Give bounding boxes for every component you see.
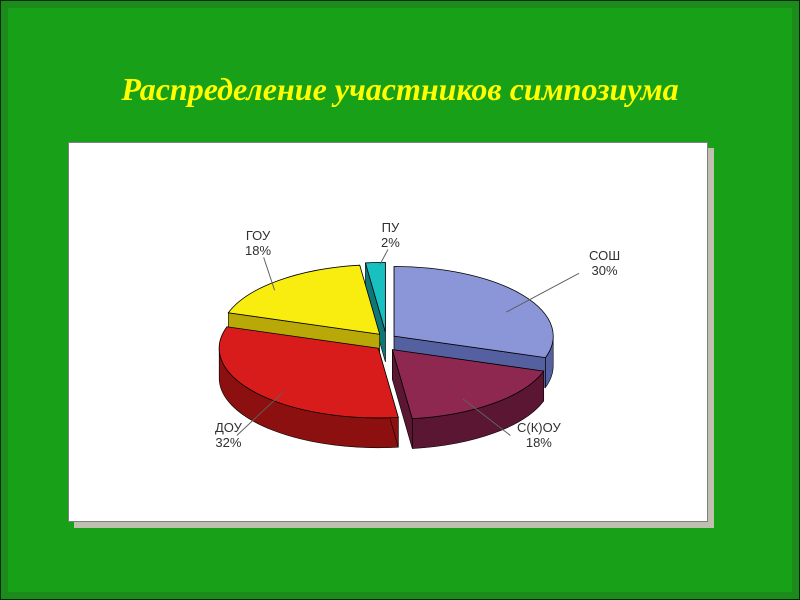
pie-label-gou: ГОУ18% [245,229,271,259]
pie-label-value: 32% [215,435,241,450]
slide: Распределение участников симпозиума по т… [0,0,800,600]
pie-label-sosh: СОШ30% [589,249,620,279]
pie-label-value: 2% [381,235,400,250]
pie-label-name: С(К)ОУ [517,420,561,435]
title-line-1: Распределение участников симпозиума [121,71,678,107]
pie-label-pu: ПУ2% [381,221,400,251]
pie-chart [69,143,707,521]
pie-label-dou: ДОУ32% [215,421,242,451]
pie-label-value: 18% [245,243,271,258]
pie-label-skou: С(К)ОУ18% [517,421,561,451]
pie-label-name: ГОУ [246,228,270,243]
pie-label-name: ДОУ [215,420,242,435]
pie-label-value: 18% [526,435,552,450]
pie-label-value: 30% [592,263,618,278]
pie-label-name: ПУ [382,220,400,235]
chart-panel: СОШ30%С(К)ОУ18%ДОУ32%ГОУ18%ПУ2% [68,142,708,522]
pie-label-name: СОШ [589,248,620,263]
